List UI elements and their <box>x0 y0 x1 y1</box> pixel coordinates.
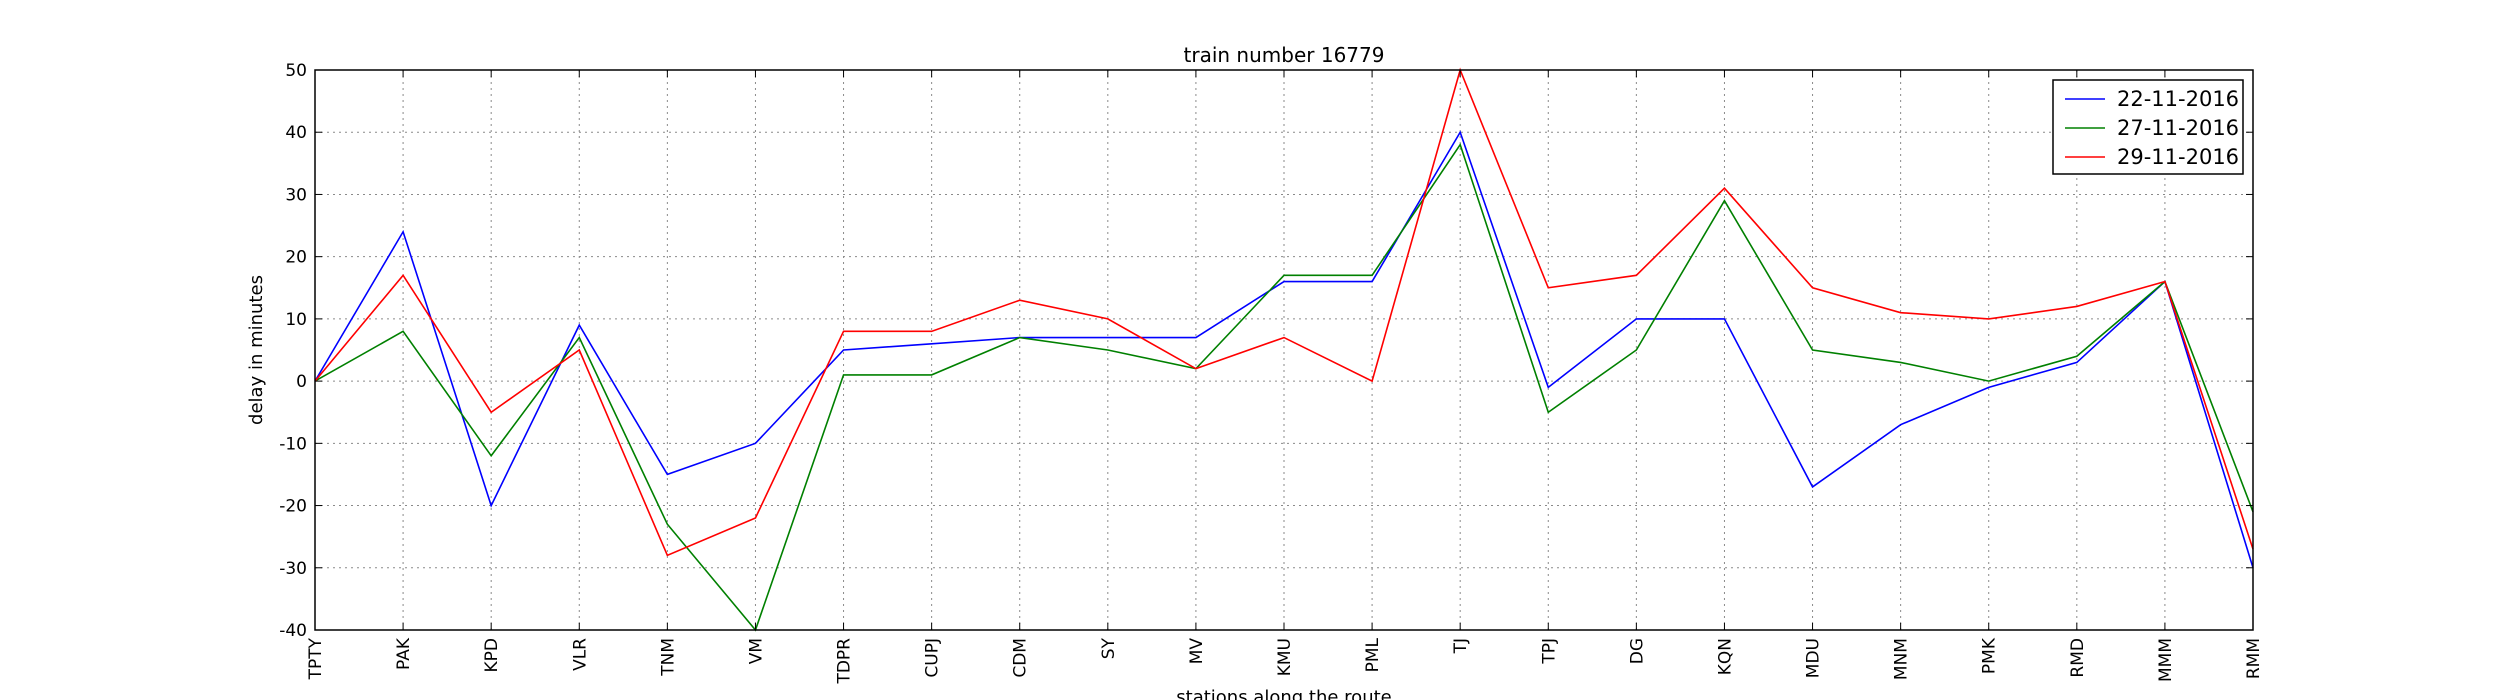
legend: 22-11-2016 27-11-2016 29-11-2016 <box>2052 79 2244 175</box>
y-tick-label: -30 <box>279 559 307 579</box>
x-tick-label: KMU <box>1275 638 1295 676</box>
y-tick-label: -10 <box>279 434 307 454</box>
y-tick-label: 20 <box>285 248 307 268</box>
x-tick-label: PMK <box>1980 637 2000 674</box>
legend-label: 27-11-2016 <box>2117 116 2239 140</box>
y-tick-label: 30 <box>285 185 307 205</box>
x-tick-label: VLR <box>570 638 590 671</box>
y-tick-label: 0 <box>296 372 307 392</box>
x-tick-label: KQN <box>1715 638 1735 675</box>
x-tick-label: RMM <box>2244 638 2264 679</box>
series-line-22-11-2016 <box>314 130 2254 569</box>
x-tick-label: TPTY <box>306 637 326 680</box>
y-tick-label: -40 <box>279 621 307 641</box>
x-tick-label: TNM <box>658 638 678 677</box>
x-tick-label: TDPR <box>835 638 855 685</box>
x-tick-label: MV <box>1187 638 1207 665</box>
x-tick-label: PAK <box>394 637 414 670</box>
y-tick-labels: -40 -30 -20 -10 0 10 20 30 40 50 <box>279 61 307 641</box>
x-tick-label: PML <box>1363 637 1383 672</box>
chart-title: train number 16779 <box>1184 43 1385 67</box>
series-line-29-11-2016 <box>314 67 2254 557</box>
y-tick-label: -20 <box>279 497 307 517</box>
legend-box <box>2052 79 2244 175</box>
y-tick-label: 50 <box>285 61 307 81</box>
x-tick-label: VM <box>746 638 766 664</box>
y-tick-label: 10 <box>285 310 307 330</box>
x-tick-label: CDM <box>1011 638 1031 678</box>
axis-ticks <box>314 69 2254 631</box>
x-tick-label: SY <box>1099 637 1119 659</box>
series-lines <box>314 67 2254 632</box>
x-tick-label: TPJ <box>1539 638 1559 665</box>
x-tick-label: TJ <box>1451 638 1471 654</box>
x-tick-label: DG <box>1627 638 1647 664</box>
x-tick-label: RMD <box>2068 638 2088 678</box>
x-axis-title: stations along the route <box>1176 687 1391 700</box>
x-tick-labels: TPTY PAK KPD VLR TNM VM TDPR CUPJ CDM SY MV KMU PML T… <box>306 637 2264 684</box>
x-tick-label: MMM <box>2156 638 2176 682</box>
y-tick-label: 40 <box>285 123 307 143</box>
x-tick-label: CUPJ <box>923 638 943 678</box>
x-tick-label: MDU <box>1804 638 1824 678</box>
grid <box>314 69 2254 631</box>
x-tick-label: MNM <box>1892 638 1912 680</box>
series-line-27-11-2016 <box>314 142 2254 632</box>
x-tick-label: KPD <box>482 638 502 673</box>
y-axis-title: delay in minutes <box>246 275 267 425</box>
legend-label: 22-11-2016 <box>2117 87 2239 111</box>
legend-label: 29-11-2016 <box>2117 145 2239 169</box>
